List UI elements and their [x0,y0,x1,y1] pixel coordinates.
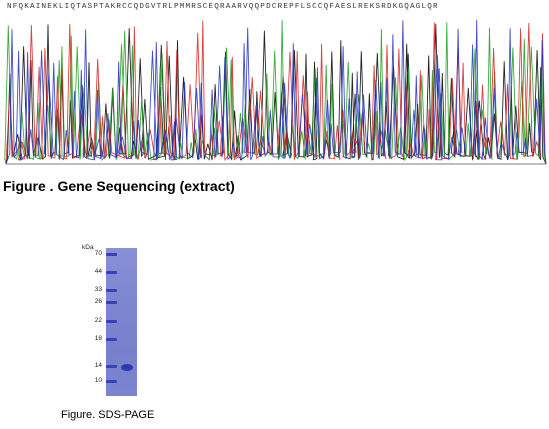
marker-label-14: 14 [94,362,102,369]
marker-label-44: 44 [94,268,102,275]
ladder-band [106,338,117,341]
trace-line [5,19,547,165]
chromatogram-trace [4,19,547,165]
gel-unit-label: kDa [82,244,94,251]
marker-label-33: 33 [94,286,102,293]
ladder-band [106,301,117,304]
marker-label-10: 10 [94,377,102,384]
sequencing-chromatogram: NFQKAINEKLIQTASPTAKRCCQDGVTRLPMMRSCEQRAA… [0,0,549,168]
sequencing-caption: Figure . Gene Sequencing (extract) [3,178,235,194]
marker-label-70: 70 [94,250,102,257]
sample-protein-band [121,364,133,371]
gel-lane-area [106,248,137,396]
ladder-band [106,380,117,383]
marker-label-26: 26 [94,298,102,305]
ladder-band [106,271,117,274]
sequence-letters: NFQKAINEKLIQTASPTAKRCCQDGVTRLPMMRSCEQRAA… [7,3,439,11]
marker-label-18: 18 [94,335,102,342]
ladder-band [106,289,117,292]
ladder-band [106,320,117,323]
ladder-band [106,365,117,368]
marker-label-22: 22 [94,317,102,324]
sds-page-gel-figure: kDa 70 44 33 26 22 18 14 10 [78,244,138,396]
ladder-band [106,253,117,256]
gel-caption: Figure. SDS-PAGE [61,409,155,421]
